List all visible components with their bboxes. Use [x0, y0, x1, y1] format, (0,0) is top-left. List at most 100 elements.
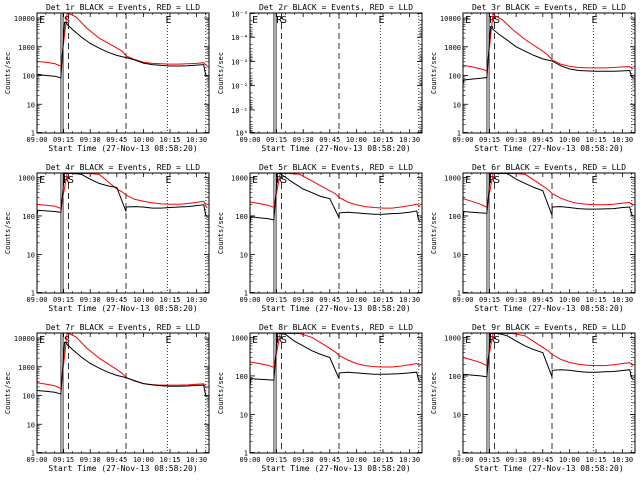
- y-tick-label: 10: [240, 251, 248, 259]
- event-marker-letter: S: [494, 175, 500, 186]
- y-axis-label: Counts/sec: [217, 212, 225, 254]
- event-marker-letter: E: [252, 175, 258, 186]
- x-tick-label: 09:45: [106, 456, 127, 464]
- events-series-line: [249, 173, 421, 225]
- panel-title: Det 6r BLACK = Events, RED = LLD: [472, 163, 626, 172]
- event-marker-letter: R: [276, 15, 283, 26]
- y-tick-label: 1: [31, 130, 35, 138]
- y-tick-label: 1: [244, 450, 248, 458]
- detector-panel: Det 1r BLACK = Events, RED = LLD Counts/s…: [4, 3, 210, 153]
- detector-panel: Det 5r BLACK = Events, RED = LLD Counts/s…: [217, 163, 423, 313]
- x-tick-label: 10:00: [346, 456, 367, 464]
- y-axis-label: Counts/sec: [430, 212, 438, 254]
- y-tick-label: 100: [235, 373, 248, 381]
- y-tick-label: 1: [457, 450, 461, 458]
- x-tick-label: 09:45: [532, 456, 553, 464]
- x-tick-label: 09:30: [506, 456, 527, 464]
- detector-panel: Det 9r BLACK = Events, RED = LLD Counts/s…: [430, 323, 636, 473]
- event-marker-letter: E: [592, 335, 598, 346]
- event-marker-letter: S: [64, 15, 70, 26]
- event-marker-letter: E: [379, 15, 385, 26]
- x-tick-label: 09:45: [106, 136, 127, 144]
- x-tick-label: 09:45: [532, 136, 553, 144]
- y-tick-label: 1000: [18, 44, 35, 52]
- y-tick-label: 1000: [444, 334, 461, 342]
- event-marker-letter: S: [281, 335, 287, 346]
- x-tick-label: 09:45: [319, 456, 340, 464]
- event-marker-letter: E: [166, 175, 172, 186]
- event-marker-letter: E: [166, 15, 172, 26]
- event-marker-letter: S: [281, 15, 287, 26]
- y-axis-label: Counts/sec: [4, 52, 12, 94]
- event-marker-letter: S: [494, 335, 500, 346]
- x-tick-label: 10:15: [159, 296, 180, 304]
- event-marker-letter: R: [489, 175, 496, 186]
- y-tick-label: 10⁻⁵: [231, 11, 248, 19]
- y-tick-label: 100: [22, 213, 35, 221]
- x-axis-label: Start Time (27-Nov-13 08:58:20): [48, 304, 197, 313]
- lld-series-line: [36, 173, 208, 209]
- event-marker-letter: S: [64, 335, 70, 346]
- panel-title: Det 8r BLACK = Events, RED = LLD: [259, 323, 413, 332]
- plot-frame: [462, 12, 636, 134]
- detector-panel: Det 8r BLACK = Events, RED = LLD Counts/s…: [217, 323, 423, 473]
- x-tick-label: 10:00: [133, 296, 154, 304]
- y-tick-label: 1: [244, 290, 248, 298]
- x-tick-label: 10:30: [186, 456, 207, 464]
- x-tick-label: 09:15: [53, 456, 74, 464]
- lld-series-line: [462, 173, 634, 208]
- x-tick-label: 10:00: [559, 296, 580, 304]
- event-marker-letter: E: [592, 15, 598, 26]
- x-tick-label: 10:00: [559, 136, 580, 144]
- plot-frame: [462, 332, 636, 454]
- x-axis-label: Start Time (27-Nov-13 08:58:20): [261, 144, 410, 153]
- x-tick-label: 10:30: [399, 136, 420, 144]
- x-tick-label: 09:15: [266, 456, 287, 464]
- x-tick-label: 10:00: [133, 136, 154, 144]
- y-tick-label: 10000: [14, 335, 35, 343]
- detector-panel: Det 4r BLACK = Events, RED = LLD Counts/s…: [4, 163, 210, 313]
- detector-panel: Det 3r BLACK = Events, RED = LLD Counts/s…: [430, 3, 636, 153]
- y-tick-label: 10: [27, 101, 35, 109]
- x-tick-label: 09:45: [532, 296, 553, 304]
- y-tick-label: 1000: [444, 174, 461, 182]
- panel-title: Det 5r BLACK = Events, RED = LLD: [259, 163, 413, 172]
- detector-panel: Det 7r BLACK = Events, RED = LLD Counts/s…: [4, 323, 210, 473]
- x-tick-label: 09:30: [80, 296, 101, 304]
- x-axis-label: Start Time (27-Nov-13 08:58:20): [474, 144, 623, 153]
- y-tick-label: 10⁰: [235, 130, 248, 138]
- y-tick-label: 10000: [14, 15, 35, 23]
- y-tick-label: 10: [453, 101, 461, 109]
- plot-frame: [36, 12, 210, 134]
- x-tick-label: 09:15: [479, 136, 500, 144]
- x-tick-label: 09:00: [452, 136, 473, 144]
- x-tick-label: 09:30: [80, 456, 101, 464]
- x-tick-label: 09:00: [239, 296, 260, 304]
- y-tick-label: 10: [27, 251, 35, 259]
- y-axis-label: Counts/sec: [217, 52, 225, 94]
- event-marker-letter: S: [68, 175, 74, 186]
- x-tick-label: 10:30: [399, 456, 420, 464]
- events-series-line: [36, 22, 208, 79]
- plot-frame: [249, 172, 423, 294]
- x-tick-label: 09:00: [452, 296, 473, 304]
- x-tick-label: 09:00: [26, 136, 47, 144]
- y-tick-label: 10⁻²: [231, 83, 248, 91]
- plot-frame: [36, 172, 210, 294]
- x-tick-label: 10:15: [585, 136, 606, 144]
- x-tick-label: 09:00: [26, 456, 47, 464]
- x-tick-label: 09:15: [479, 296, 500, 304]
- event-marker-letter: E: [465, 15, 471, 26]
- plot-frame: [36, 332, 210, 454]
- detector-panel: Det 6r BLACK = Events, RED = LLD Counts/s…: [430, 163, 636, 313]
- y-tick-label: 1000: [444, 44, 461, 52]
- plot-frame: [249, 12, 423, 134]
- x-axis-label: Start Time (27-Nov-13 08:58:20): [474, 304, 623, 313]
- x-tick-label: 09:00: [239, 136, 260, 144]
- x-tick-label: 09:30: [506, 296, 527, 304]
- x-tick-label: 10:30: [186, 296, 207, 304]
- x-tick-label: 09:30: [293, 456, 314, 464]
- y-axis-label: Counts/sec: [430, 372, 438, 414]
